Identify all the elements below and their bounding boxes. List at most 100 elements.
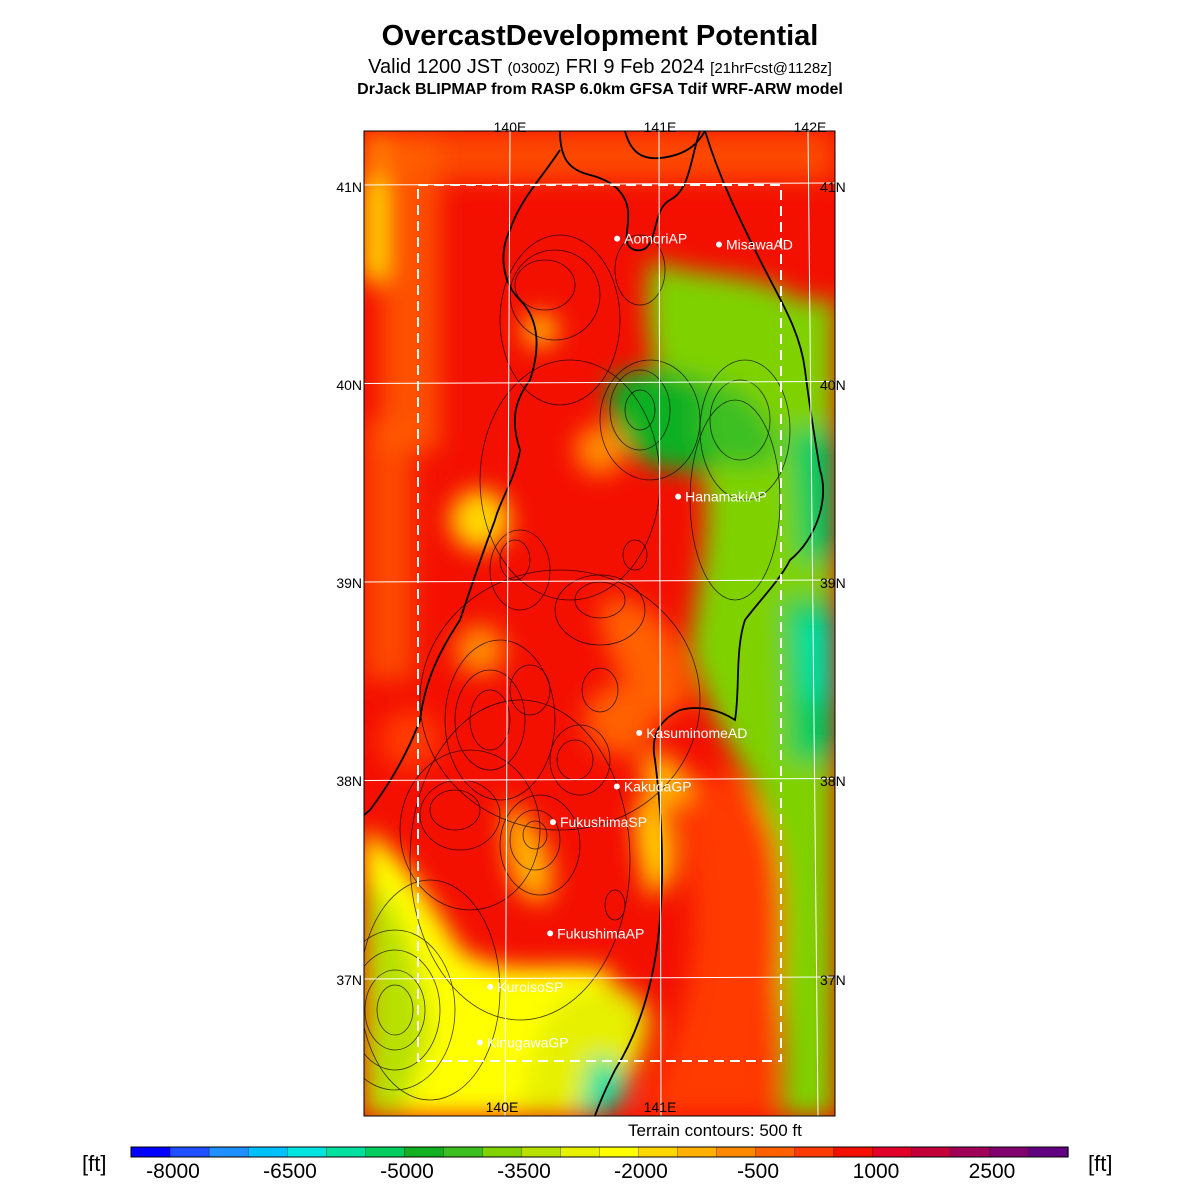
- station-label: KasuminomeAD: [646, 725, 747, 741]
- colorbar-swatch: [833, 1146, 874, 1158]
- station-marker[interactable]: AomoriAP: [614, 231, 687, 247]
- valid-time-line: Valid 1200 JST (0300Z) FRI 9 Feb 2024 [2…: [0, 56, 1200, 79]
- colorbar-swatch: [638, 1146, 679, 1158]
- forecast-date: FRI 9 Feb 2024: [565, 56, 705, 78]
- lat-label-right: 39N: [820, 575, 846, 591]
- station-marker[interactable]: MisawaAD: [716, 237, 793, 253]
- terrain-contours: [364, 234, 791, 1101]
- lon-label-top: 141E: [644, 119, 677, 135]
- parallel-37n: [363, 976, 836, 980]
- station-dot: [549, 819, 556, 826]
- station-dot: [547, 930, 554, 937]
- station-dot: [487, 983, 494, 990]
- chart-title: OvercastDevelopment Potential: [381, 20, 819, 52]
- lat-lon-grid: [363, 130, 836, 1117]
- inner-domain-box: [417, 184, 782, 1062]
- station-marker[interactable]: KakudaGP: [613, 778, 692, 794]
- colorbar-tick-label: -2000: [614, 1160, 668, 1183]
- station-dot: [614, 235, 621, 242]
- station-dot: [476, 1039, 483, 1046]
- parallel-39n: [363, 579, 836, 583]
- station-label: MisawaAD: [726, 237, 793, 253]
- utc-time: (0300Z): [507, 60, 561, 77]
- colorbar-tick-label: -500: [736, 1160, 780, 1183]
- station-dot: [636, 729, 643, 736]
- lat-label-left: 37N: [336, 972, 362, 988]
- lon-label-bottom: 140E: [486, 1099, 519, 1115]
- parallel-38n: [363, 778, 836, 781]
- colorbar-swatch: [716, 1146, 757, 1158]
- station-label: KakudaGP: [624, 778, 692, 794]
- colorbar-swatch: [911, 1146, 952, 1158]
- colorbar-frame: [130, 1146, 1069, 1158]
- lat-label-right: 40N: [820, 377, 846, 393]
- lat-label-left: 41N: [336, 179, 362, 195]
- colorbar-tick-label: 2500: [968, 1160, 1016, 1183]
- colorbar-swatch: [755, 1146, 796, 1158]
- station-marker[interactable]: KuroisoSP: [487, 979, 563, 995]
- lat-label-left: 38N: [336, 773, 362, 789]
- model-description: DrJack BLIPMAP from RASP 6.0km GFSA Tdif…: [357, 81, 843, 98]
- colorbar-swatch: [287, 1146, 327, 1158]
- colorbar: [130, 1146, 1069, 1158]
- colorbar-swatch: [247, 1146, 288, 1158]
- colorbar-tick-label: -8000: [146, 1160, 200, 1183]
- lat-label-left: 40N: [336, 377, 362, 393]
- station-dot: [613, 783, 620, 790]
- colorbar-swatch: [326, 1146, 366, 1158]
- valid-time: Valid 1200 JST: [368, 56, 502, 78]
- lon-label-bottom: 141E: [644, 1099, 677, 1115]
- colorbar-swatch: [169, 1146, 210, 1158]
- colorbar-swatch: [443, 1146, 484, 1158]
- colorbar-swatch: [365, 1146, 405, 1158]
- meridian-140e: [504, 130, 511, 1117]
- lat-label-right: 38N: [820, 773, 846, 789]
- potential-field: [364, 131, 835, 1116]
- colorbar-swatch: [560, 1146, 601, 1158]
- station-dot: [716, 241, 722, 248]
- colorbar-swatch: [950, 1146, 991, 1158]
- station-label: HanamakiAP: [685, 489, 767, 505]
- station-label: FukushimaSP: [560, 814, 647, 830]
- stations-layer: AomoriAP MisawaAD HanamakiAP KasuminomeAD Ka…: [476, 231, 793, 1051]
- colorbar-tick-label: -5000: [380, 1160, 434, 1183]
- parallel-41n: [363, 182, 836, 186]
- station-label: AomoriAP: [624, 231, 687, 247]
- station-label: KuroisoSP: [497, 979, 563, 995]
- colorbar-swatch: [404, 1146, 444, 1158]
- station-dot: [675, 493, 682, 500]
- lon-label-top: 140E: [494, 119, 527, 135]
- lat-label-right: 37N: [820, 972, 846, 988]
- colorbar-swatch: [599, 1146, 640, 1158]
- lon-label-top: 142E: [794, 119, 827, 135]
- colorbar-swatch: [872, 1146, 913, 1158]
- colorbar-swatch: [677, 1146, 718, 1158]
- meridian-142e: [807, 130, 819, 1117]
- station-marker[interactable]: FukushimaSP: [549, 814, 647, 830]
- station-marker[interactable]: FukushimaAP: [547, 925, 644, 941]
- coastline: [364, 131, 824, 1116]
- lat-label-left: 39N: [336, 575, 362, 591]
- forecast-run: [21hrFcst@1128z]: [710, 60, 832, 77]
- colorbar-tick-label: 1000: [852, 1160, 900, 1183]
- station-marker[interactable]: HanamakiAP: [675, 489, 767, 505]
- map-frame: [363, 130, 836, 1117]
- unit-right: [ft]: [1088, 1151, 1113, 1176]
- colorbar-swatch: [794, 1146, 835, 1158]
- colorbar-swatch: [989, 1146, 1030, 1158]
- colorbar-swatch: [130, 1146, 171, 1158]
- station-label: FukushimaAP: [557, 925, 644, 941]
- colorbar-swatch: [1028, 1146, 1069, 1158]
- station-marker[interactable]: KinugawaGP: [476, 1035, 569, 1051]
- colorbar-swatch: [208, 1146, 249, 1158]
- colorbar-tick-label: -6500: [263, 1160, 317, 1183]
- parallel-40n: [363, 381, 836, 384]
- station-marker[interactable]: KasuminomeAD: [636, 725, 747, 741]
- lat-label-right: 41N: [820, 179, 846, 195]
- colorbar-tick-label: -3500: [497, 1160, 551, 1183]
- colorbar-swatch: [521, 1146, 562, 1158]
- meridian-141e: [658, 130, 662, 1117]
- station-label: KinugawaGP: [487, 1035, 569, 1051]
- colorbar-swatch: [482, 1146, 523, 1158]
